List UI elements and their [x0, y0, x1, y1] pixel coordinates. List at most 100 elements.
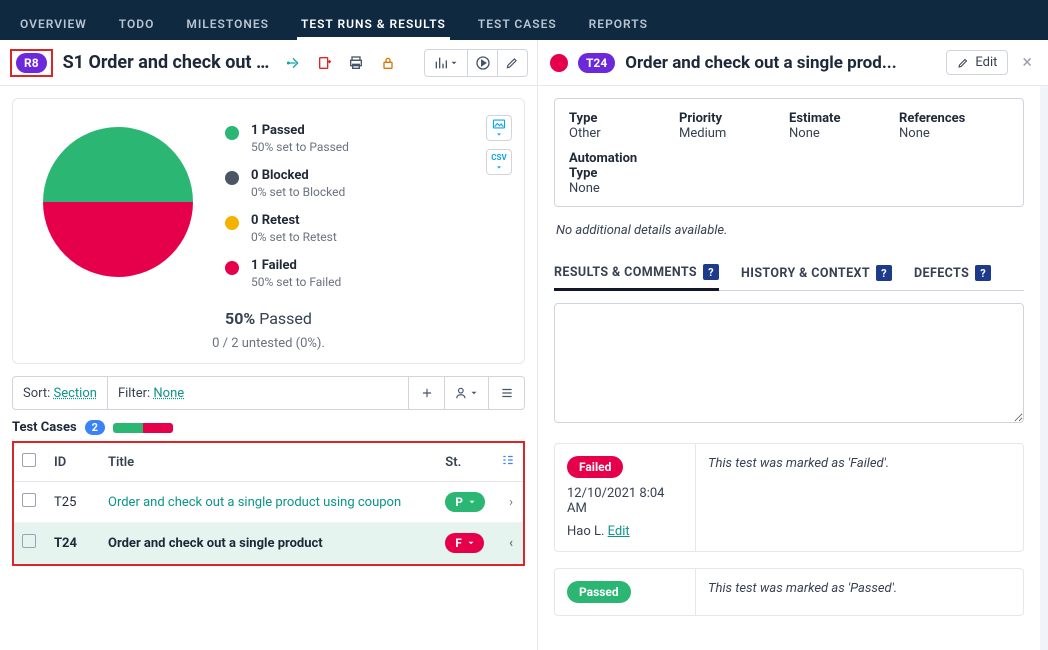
refresh-icon[interactable]	[283, 52, 304, 74]
tab-results[interactable]: RESULTS & COMMENTS?	[554, 256, 719, 291]
meta-type-label: Type	[569, 111, 679, 126]
result-message: This test was marked as 'Failed'.	[695, 444, 1023, 551]
meta-estimate-value: None	[789, 126, 820, 141]
sort-filter-bar: Sort: Section Filter: None	[12, 376, 525, 410]
csv-export-icon[interactable]: CSV	[486, 149, 512, 175]
row-checkbox[interactable]	[22, 534, 36, 548]
summary-card: CSV 1 Passed50% set to Passed 0 Blocked0…	[12, 98, 525, 364]
left-panel: R8 S1 Order and check out a ... CS	[0, 40, 538, 650]
result-author: Hao L.	[567, 524, 604, 539]
nav-testruns[interactable]: TEST RUNS & RESULTS	[297, 7, 450, 40]
edit-run-button[interactable]	[498, 50, 527, 76]
meta-references-label: References	[899, 111, 1009, 126]
meta-automation-label: Automation Type	[569, 151, 659, 181]
sort-link[interactable]: Section	[54, 386, 97, 401]
detail-title: Order and check out a single prod...	[625, 53, 936, 73]
detail-panel: T24 Order and check out a single prod...…	[538, 40, 1048, 650]
summary-percent: 50% Passed	[31, 309, 506, 328]
result-status-pill: Passed	[567, 581, 631, 603]
tab-history[interactable]: HISTORY & CONTEXT?	[741, 256, 892, 290]
lock-icon[interactable]	[377, 52, 398, 74]
cases-header: Test Cases 2	[12, 420, 525, 435]
cases-heading: Test Cases	[12, 420, 77, 435]
filter-link[interactable]: None	[153, 386, 184, 401]
cases-table: ID Title St. T25 Order and check out a s…	[14, 443, 523, 564]
row-expand-icon[interactable]: ›	[507, 495, 515, 510]
result-row-passed: Passed This test was marked as 'Passed'.	[554, 568, 1024, 616]
row-id: T24	[46, 523, 100, 564]
detail-tabs: RESULTS & COMMENTS? HISTORY & CONTEXT? D…	[554, 256, 1024, 291]
row-expand-icon[interactable]: ‹	[507, 536, 515, 551]
assign-button[interactable]	[444, 377, 488, 409]
row-status-pill[interactable]: F	[445, 533, 484, 553]
meta-box: TypeOther PriorityMedium EstimateNone Re…	[554, 98, 1024, 207]
filter-cell: Filter: None	[108, 377, 194, 409]
edit-button[interactable]: Edit	[946, 50, 1008, 75]
help-icon[interactable]: ?	[975, 265, 991, 281]
columns-config-icon[interactable]	[501, 456, 515, 471]
col-id[interactable]: ID	[46, 443, 100, 482]
row-title-link[interactable]: Order and check out a single product usi…	[108, 495, 401, 510]
result-message: This test was marked as 'Passed'.	[695, 569, 1023, 615]
print-icon[interactable]	[346, 52, 367, 74]
nav-reports[interactable]: REPORTS	[585, 7, 652, 40]
tab-defects[interactable]: DEFECTS?	[914, 256, 991, 290]
nav-todo[interactable]: TODO	[115, 7, 159, 40]
result-row-failed: Failed 12/10/2021 8:04 AM Hao L. Edit Th…	[554, 443, 1024, 552]
meta-priority-value: Medium	[679, 126, 726, 141]
export-icon[interactable]	[314, 52, 335, 74]
meta-automation-value: None	[569, 181, 600, 196]
detail-titlebar: T24 Order and check out a single prod...…	[538, 40, 1048, 86]
result-status-pill: Failed	[567, 456, 623, 478]
image-export-icon[interactable]	[486, 115, 512, 141]
detail-badge: T24	[578, 53, 615, 73]
scrollbar[interactable]	[1040, 86, 1048, 650]
row-status-pill[interactable]: P	[445, 492, 485, 512]
help-icon[interactable]: ?	[703, 264, 719, 280]
summary-untested: 0 / 2 untested (0%).	[31, 336, 506, 351]
table-row[interactable]: T24 Order and check out a single product…	[14, 523, 523, 564]
col-title[interactable]: Title	[100, 443, 437, 482]
cases-table-highlight: ID Title St. T25 Order and check out a s…	[12, 441, 525, 566]
row-id: T25	[46, 482, 100, 523]
run-badge-highlight: R8	[10, 49, 53, 77]
pencil-icon	[957, 57, 969, 69]
detail-status-dot	[550, 54, 568, 72]
result-edit-link[interactable]: Edit	[608, 524, 630, 539]
legend-retest: 0 Retest0% set to Retest	[225, 213, 506, 244]
add-button[interactable]	[408, 377, 444, 409]
select-all-checkbox[interactable]	[22, 453, 36, 467]
legend-blocked: 0 Blocked0% set to Blocked	[225, 168, 506, 199]
run-badge: R8	[16, 53, 47, 73]
meta-type-value: Other	[569, 126, 601, 141]
nav-testcases[interactable]: TEST CASES	[474, 7, 561, 40]
meta-references-value: None	[899, 126, 930, 141]
view-button-group	[424, 49, 528, 77]
chart-view-button[interactable]	[425, 50, 468, 76]
run-title: S1 Order and check out a ...	[63, 52, 273, 73]
status-pie-chart	[31, 117, 201, 287]
legend-failed: 1 Failed50% set to Failed	[225, 258, 506, 289]
meta-priority-label: Priority	[679, 111, 789, 126]
help-icon[interactable]: ?	[876, 265, 892, 281]
cases-count: 2	[85, 420, 105, 435]
status-legend: 1 Passed50% set to Passed 0 Blocked0% se…	[225, 117, 506, 289]
run-titlebar: R8 S1 Order and check out a ...	[0, 40, 538, 86]
top-nav: OVERVIEW TODO MILESTONES TEST RUNS & RES…	[0, 0, 1048, 40]
row-checkbox[interactable]	[22, 493, 36, 507]
legend-passed: 1 Passed50% set to Passed	[225, 123, 506, 154]
nav-milestones[interactable]: MILESTONES	[182, 7, 273, 40]
close-icon[interactable]: ×	[1018, 52, 1036, 73]
table-row[interactable]: T25 Order and check out a single product…	[14, 482, 523, 523]
cases-minibar	[113, 423, 173, 433]
nav-overview[interactable]: OVERVIEW	[16, 7, 91, 40]
meta-estimate-label: Estimate	[789, 111, 899, 126]
play-button[interactable]	[468, 50, 497, 76]
columns-button[interactable]	[488, 377, 524, 409]
sort-cell: Sort: Section	[13, 377, 108, 409]
col-status[interactable]: St.	[437, 443, 493, 482]
row-title: Order and check out a single product	[108, 536, 323, 551]
comment-textarea[interactable]	[554, 303, 1024, 423]
detail-body: TypeOther PriorityMedium EstimateNone Re…	[538, 86, 1040, 650]
result-timestamp: 12/10/2021 8:04 AM	[567, 486, 683, 516]
